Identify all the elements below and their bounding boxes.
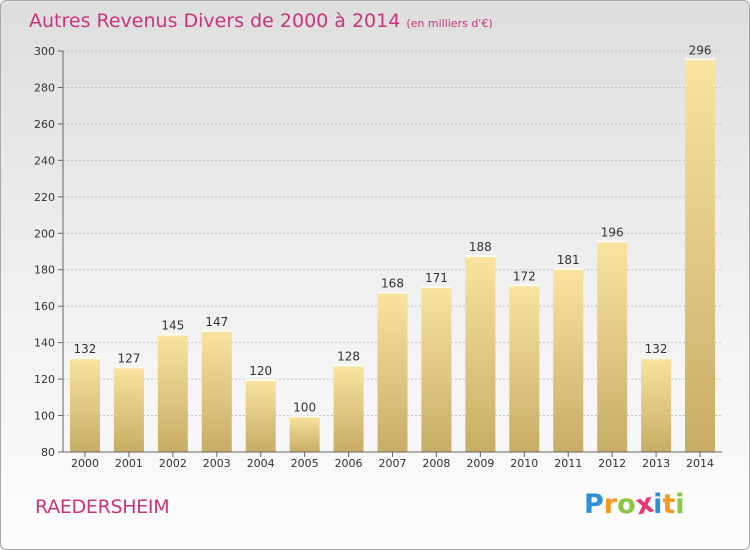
bar-2008 [421, 286, 452, 452]
bar-2011 [553, 267, 584, 452]
value-label-2013: 132 [645, 342, 668, 356]
bar-2009 [465, 255, 496, 452]
bar-highlight [641, 357, 672, 360]
y-tick-label: 260 [34, 118, 55, 131]
bar-2001 [113, 366, 144, 452]
chart-title: Autres Revenus Divers de 2000 à 2014 (en … [29, 10, 493, 32]
bar-2013 [641, 357, 672, 452]
logo-letter: t [662, 489, 676, 520]
x-tick-label-2009: 2009 [466, 457, 494, 470]
bar-2014 [685, 58, 716, 453]
x-tick-label-2012: 2012 [598, 457, 626, 470]
logo-letter: r [603, 489, 618, 520]
bar-2002 [157, 333, 188, 452]
value-label-2003: 147 [205, 315, 228, 329]
value-label-2005: 100 [293, 401, 316, 415]
value-label-2001: 127 [117, 351, 140, 365]
title-unit: (en milliers d'€) [406, 17, 493, 30]
bars: 132 127 145 147 120 100 128 168 171 188 172 181 196 1… [69, 43, 716, 453]
y-tick-label: 240 [34, 154, 55, 167]
logo-letter: P [584, 489, 604, 520]
bar-2005 [289, 415, 320, 452]
value-label-2009: 188 [469, 240, 492, 254]
y-tick-label: 120 [34, 373, 55, 386]
bar-highlight [597, 240, 628, 243]
value-label-2008: 171 [425, 271, 448, 285]
y-tick-label: 140 [34, 337, 55, 350]
bar-highlight [553, 267, 584, 270]
x-tick-label-2013: 2013 [642, 457, 670, 470]
bar-highlight [509, 284, 540, 287]
x-tick-label-2007: 2007 [379, 457, 407, 470]
bar-highlight [113, 366, 144, 369]
bar-highlight [685, 58, 716, 61]
y-tick-label: 300 [34, 45, 55, 58]
logo-letter: o [617, 489, 636, 520]
axes: 80 100 120 140 160 180 200 220 240 260 280 300 2000 2… [34, 45, 722, 470]
bar-highlight [421, 286, 452, 289]
y-tick-label: 280 [34, 81, 55, 94]
value-label-2011: 181 [557, 253, 580, 267]
bar-highlight [465, 255, 496, 258]
value-label-2014: 296 [689, 43, 712, 57]
x-tick-label-2002: 2002 [159, 457, 187, 470]
x-tick-label-2008: 2008 [422, 457, 450, 470]
title-main: Autres Revenus Divers de 2000 à 2014 [29, 10, 401, 32]
x-tick-label-2011: 2011 [554, 457, 582, 470]
x-tick-label-2005: 2005 [291, 457, 319, 470]
bar-2004 [245, 379, 276, 452]
bar-highlight [157, 333, 188, 336]
x-tick-label-2006: 2006 [335, 457, 363, 470]
bar-highlight [333, 364, 364, 367]
proxiti-logo: Proxiti [584, 488, 685, 522]
logo-letter: i [653, 489, 663, 520]
bar-highlight [201, 329, 232, 332]
y-tick-label: 160 [34, 300, 55, 313]
logo-letter: i [675, 489, 685, 520]
x-tick-label-2003: 2003 [203, 457, 231, 470]
y-tick-label: 100 [34, 410, 55, 423]
value-label-2007: 168 [381, 277, 404, 291]
value-label-2004: 120 [249, 364, 272, 378]
y-tick-label: 180 [34, 264, 55, 277]
bar-highlight [289, 415, 320, 418]
value-label-2012: 196 [601, 226, 624, 240]
x-tick-label-2010: 2010 [510, 457, 538, 470]
x-tick-label-2000: 2000 [71, 457, 99, 470]
x-tick-label-2001: 2001 [115, 457, 143, 470]
bar-2012 [597, 240, 628, 452]
bar-2010 [509, 284, 540, 452]
value-label-2006: 128 [337, 350, 360, 364]
y-tick-label: 200 [34, 227, 55, 240]
bar-highlight [377, 291, 408, 294]
y-tick-label: 80 [41, 446, 55, 459]
bar-2006 [333, 364, 364, 452]
bar-2000 [69, 357, 100, 452]
x-tick-label-2014: 2014 [686, 457, 714, 470]
value-label-2010: 172 [513, 269, 536, 283]
bar-2007 [377, 291, 408, 452]
value-label-2000: 132 [74, 342, 97, 356]
bar-highlight [69, 357, 100, 360]
place-name: RAEDERSHEIM [35, 496, 170, 518]
y-tick-label: 220 [34, 191, 55, 204]
value-label-2002: 145 [161, 319, 184, 333]
bar-2003 [201, 329, 232, 452]
x-tick-label-2004: 2004 [247, 457, 275, 470]
bar-highlight [245, 379, 276, 382]
